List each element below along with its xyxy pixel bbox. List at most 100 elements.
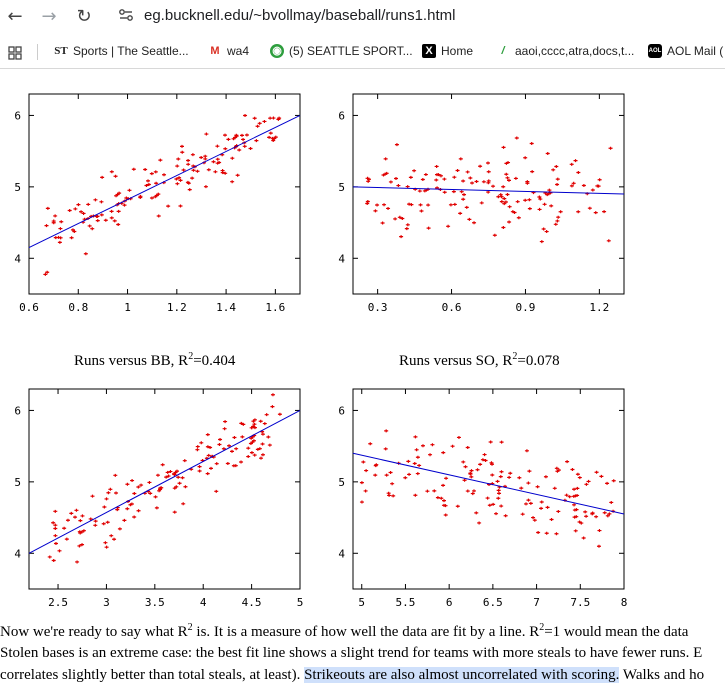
bookmarks-bar: ST Sports | The Seattle... M wa4 ◉ (5) S… bbox=[0, 36, 725, 68]
scatter-point bbox=[481, 180, 486, 184]
scatter-point bbox=[53, 534, 58, 538]
scatter-point bbox=[53, 523, 58, 527]
para-text: Walks and ho bbox=[619, 667, 705, 683]
scatter-point bbox=[273, 135, 278, 139]
scatter-point bbox=[593, 211, 598, 215]
scatter-point bbox=[186, 159, 191, 163]
fit-line bbox=[352, 452, 625, 515]
scatter-point bbox=[474, 179, 479, 183]
back-arrow-icon[interactable]: ← bbox=[7, 5, 23, 27]
scatter-point bbox=[241, 137, 246, 141]
scatter-point bbox=[244, 133, 249, 137]
scatter-point bbox=[483, 459, 488, 463]
scatter-point bbox=[390, 482, 395, 486]
scatter-point bbox=[83, 252, 88, 256]
scatter-point bbox=[162, 173, 167, 177]
scatter-point bbox=[233, 464, 238, 468]
scatter-point bbox=[157, 489, 162, 493]
scatter-point bbox=[435, 496, 440, 500]
scatter-point bbox=[115, 508, 120, 512]
y-tick-label: 4 bbox=[14, 547, 21, 560]
scatter-point bbox=[572, 487, 577, 491]
scatter-point bbox=[469, 475, 474, 479]
scatter-point bbox=[387, 493, 392, 497]
scatter-point bbox=[174, 177, 179, 181]
scatter-point bbox=[156, 192, 161, 196]
bookmark-seattle-times[interactable]: ST Sports | The Seattle... bbox=[54, 44, 189, 58]
scatter-point bbox=[182, 459, 187, 463]
scatter-point bbox=[412, 462, 417, 466]
scatter-point bbox=[434, 164, 439, 168]
scatter-point bbox=[199, 441, 204, 445]
scatter-point bbox=[590, 511, 595, 515]
bookmark-wa4[interactable]: M wa4 bbox=[208, 44, 249, 58]
scatter-point bbox=[441, 451, 446, 455]
scatter-point bbox=[555, 182, 560, 186]
scatter-point bbox=[499, 440, 504, 444]
bookmark-home[interactable]: X Home bbox=[422, 44, 473, 58]
scatter-point bbox=[400, 217, 405, 221]
scatter-point bbox=[486, 170, 491, 174]
scatter-point bbox=[539, 500, 544, 504]
scatter-point bbox=[204, 132, 209, 136]
scatter-point bbox=[90, 227, 95, 231]
scatter-point bbox=[470, 492, 475, 496]
bookmark-aaoi[interactable]: / aaoi,cccc,atra,docs,t... bbox=[496, 44, 634, 58]
scatter-point bbox=[554, 532, 559, 536]
scatter-point bbox=[531, 516, 536, 520]
scatter-point bbox=[222, 427, 227, 431]
scatter-point bbox=[172, 473, 177, 477]
x-tick-label: 1 bbox=[124, 301, 131, 314]
scatter-point bbox=[412, 169, 417, 173]
scatter-point bbox=[404, 227, 409, 231]
bookmark-aol-mail[interactable]: AOL AOL Mail ( bbox=[648, 44, 724, 58]
scatter-point bbox=[45, 206, 50, 210]
forward-arrow-icon[interactable]: → bbox=[41, 5, 57, 27]
scatter-point bbox=[191, 168, 196, 172]
scatter-point bbox=[75, 560, 80, 564]
scatter-point bbox=[109, 534, 114, 538]
scatter-point bbox=[59, 220, 64, 224]
seattle-times-icon: ST bbox=[54, 45, 68, 57]
scatter-point bbox=[490, 462, 495, 466]
scatter-point bbox=[93, 519, 98, 523]
scatter-point bbox=[426, 203, 431, 207]
scatter-point bbox=[452, 175, 457, 179]
scatter-point bbox=[79, 530, 84, 534]
scatter-point bbox=[470, 181, 475, 185]
scatter-point bbox=[64, 537, 69, 541]
scatter-point bbox=[503, 514, 508, 518]
scatter-point bbox=[467, 217, 472, 221]
scatter-point bbox=[607, 512, 612, 516]
address-bar[interactable]: eg.bucknell.edu/~bvollmay/baseball/runs1… bbox=[112, 3, 722, 29]
site-info-icon[interactable] bbox=[118, 7, 134, 23]
scatter-point bbox=[78, 519, 83, 523]
plot-frame bbox=[352, 388, 625, 590]
x-tick-label: 0.6 bbox=[442, 301, 462, 314]
scatter-point bbox=[146, 182, 151, 186]
bookmark-seattle-sports[interactable]: ◉ (5) SEATTLE SPORT... bbox=[270, 44, 413, 58]
scatter-point bbox=[183, 485, 188, 489]
y-tick-label: 4 bbox=[338, 252, 345, 265]
scatter-point bbox=[213, 170, 218, 174]
scatter-point bbox=[165, 470, 170, 474]
scatter-point bbox=[569, 184, 574, 188]
scatter-point bbox=[221, 447, 226, 451]
scatter-point bbox=[178, 204, 183, 208]
scatter-point bbox=[551, 168, 556, 172]
scatter-point bbox=[581, 183, 586, 187]
scatter-point bbox=[558, 210, 563, 214]
reload-icon[interactable]: ↻ bbox=[76, 5, 92, 27]
scatter-point bbox=[88, 517, 93, 521]
scatter-point bbox=[209, 466, 214, 470]
scatter-point bbox=[203, 154, 208, 158]
scatter-point bbox=[477, 521, 482, 525]
scatter-point bbox=[266, 435, 271, 439]
scatter-point bbox=[359, 500, 364, 504]
scatter-point bbox=[229, 449, 234, 453]
apps-grid-icon[interactable] bbox=[8, 46, 22, 60]
scatter-point bbox=[452, 202, 457, 206]
scatter-point bbox=[246, 446, 251, 450]
scatter-point bbox=[177, 176, 182, 180]
scatter-point bbox=[472, 221, 477, 225]
